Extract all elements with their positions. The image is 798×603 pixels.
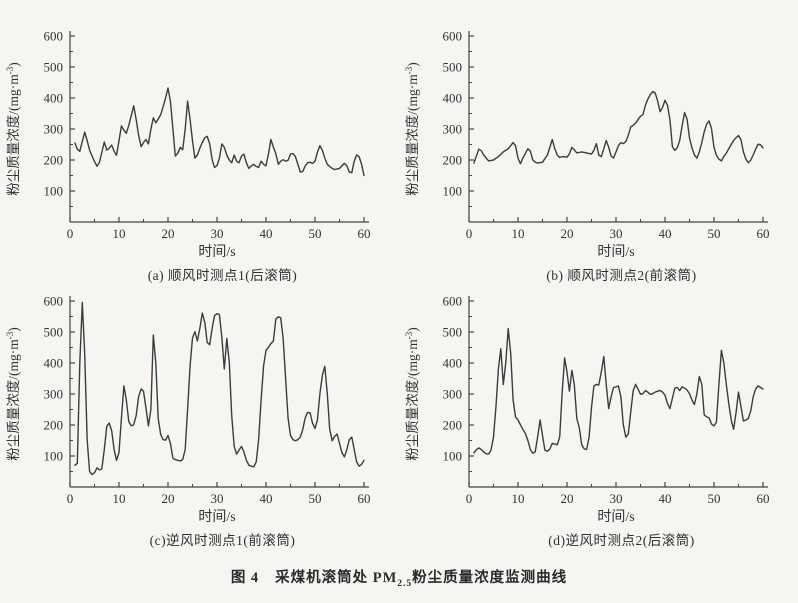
- x-tick-label: 20: [561, 226, 574, 241]
- y-tick-label: 400: [443, 356, 463, 371]
- chart-d-canvas: 100 200 300 400 500 600 0 10 20 30 40 50 60 时间/s 粉尘质量浓…: [404, 294, 770, 526]
- x-axis-label: 时间/s: [198, 244, 235, 260]
- x-tick-label: 30: [211, 226, 224, 241]
- figure-number: 图 4: [230, 570, 260, 586]
- x-tick-label: 10: [512, 226, 525, 241]
- y-axis-label: 粉尘质量浓度/(mg·m-3): [404, 327, 420, 461]
- x-tick-label: 50: [708, 226, 721, 241]
- series-line: [473, 327, 764, 455]
- y-tick-label: 300: [44, 387, 64, 402]
- x-tick-label: 60: [757, 226, 770, 241]
- y-tick-label: 200: [44, 153, 64, 168]
- x-tick-label: 20: [162, 491, 175, 506]
- series-line: [74, 87, 365, 177]
- y-tick-label: 300: [44, 122, 64, 137]
- x-axis-label: 时间/s: [597, 509, 634, 525]
- x-tick-label: 0: [466, 226, 473, 241]
- x-tick-label: 60: [757, 491, 770, 506]
- x-tick-label: 40: [260, 491, 273, 506]
- subplot-d-caption: (d)逆风时测点2(后滚筒): [548, 533, 695, 548]
- subplot-a: 100 200 300 400 500 600 0 10 20 30 40 50 60 时间/s 粉尘质量浓…: [0, 16, 399, 284]
- y-tick-label: 300: [443, 387, 463, 402]
- y-tick-label: 600: [443, 294, 463, 309]
- y-axis-label: 粉尘质量浓度/(mg·m-3): [5, 327, 21, 461]
- series-line: [473, 90, 764, 165]
- x-tick-label: 40: [659, 491, 672, 506]
- x-tick-label: 60: [358, 226, 371, 241]
- y-axis-label: 粉尘质量浓度/(mg·m-3): [5, 62, 21, 196]
- y-tick-label: 300: [443, 122, 463, 137]
- y-tick-label: 600: [44, 29, 64, 44]
- y-tick-label: 100: [443, 449, 463, 464]
- x-tick-label: 0: [67, 491, 74, 506]
- x-tick-label: 50: [309, 226, 322, 241]
- x-tick-label: 50: [708, 491, 721, 506]
- series-line: [74, 301, 365, 476]
- x-tick-label: 30: [610, 491, 623, 506]
- y-axis-label: 粉尘质量浓度/(mg·m-3): [404, 62, 420, 196]
- x-tick-label: 50: [309, 491, 322, 506]
- figure-title-pre: 采煤机滚筒处 PM: [275, 570, 398, 586]
- y-tick-label: 100: [44, 449, 64, 464]
- y-tick-label: 400: [44, 356, 64, 371]
- figure-title-subscript: 2.5: [397, 578, 413, 589]
- x-tick-label: 10: [113, 491, 126, 506]
- y-tick-label: 500: [44, 60, 64, 75]
- y-tick-label: 200: [44, 418, 64, 433]
- x-tick-label: 20: [162, 226, 175, 241]
- y-tick-label: 100: [44, 184, 64, 199]
- y-tick-label: 200: [443, 418, 463, 433]
- x-tick-label: 30: [211, 491, 224, 506]
- x-tick-label: 20: [561, 491, 574, 506]
- subplot-a-caption: (a) 顺风时测点1(后滚筒): [147, 268, 298, 283]
- y-tick-label: 600: [44, 294, 64, 309]
- x-axis-label: 时间/s: [597, 244, 634, 260]
- x-tick-label: 0: [466, 491, 473, 506]
- chart-b-canvas: 100 200 300 400 500 600 0 10 20 30 40 50 60 时间/s 粉尘质量浓…: [404, 29, 770, 261]
- subplot-b-caption: (b) 顺风时测点2(前滚筒): [546, 268, 697, 283]
- x-tick-label: 10: [512, 491, 525, 506]
- y-tick-label: 100: [443, 184, 463, 199]
- x-tick-label: 40: [659, 226, 672, 241]
- subplot-c-caption: (c)逆风时测点1(前滚筒): [149, 533, 296, 548]
- y-tick-label: 500: [443, 60, 463, 75]
- y-tick-label: 200: [443, 153, 463, 168]
- x-tick-label: 0: [67, 226, 74, 241]
- x-axis-label: 时间/s: [198, 509, 235, 525]
- figure-caption: 图 4 采煤机滚筒处 PM2.5粉尘质量浓度监测曲线: [0, 566, 798, 589]
- x-tick-label: 60: [358, 491, 371, 506]
- subplot-b: 100 200 300 400 500 600 0 10 20 30 40 50 60 时间/s 粉尘质量浓…: [399, 16, 798, 284]
- figure-title-post: 粉尘质量浓度监测曲线: [412, 570, 568, 586]
- chart-c-canvas: 100 200 300 400 500 600 0 10 20 30 40 50 60 时间/s 粉尘质量浓…: [5, 294, 371, 526]
- y-tick-label: 500: [44, 325, 64, 340]
- subplot-c: 100 200 300 400 500 600 0 10 20 30 40 50 60 时间/s 粉尘质量浓…: [0, 281, 399, 549]
- y-tick-label: 400: [443, 91, 463, 106]
- y-tick-label: 400: [44, 91, 64, 106]
- y-tick-label: 500: [443, 325, 463, 340]
- y-tick-label: 600: [443, 29, 463, 44]
- x-tick-label: 10: [113, 226, 126, 241]
- subplot-d: 100 200 300 400 500 600 0 10 20 30 40 50 60 时间/s 粉尘质量浓…: [399, 281, 798, 549]
- chart-a-canvas: 100 200 300 400 500 600 0 10 20 30 40 50 60 时间/s 粉尘质量浓…: [5, 29, 371, 261]
- x-tick-label: 30: [610, 226, 623, 241]
- x-tick-label: 40: [260, 226, 273, 241]
